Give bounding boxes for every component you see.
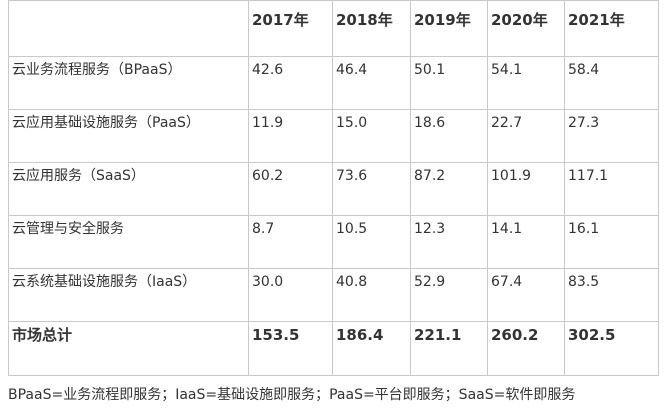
table-cell: 27.3 <box>564 109 659 163</box>
header-cell-year: 2018年 <box>332 0 411 57</box>
cloud-market-table: 2017年 2018年 2019年 2020年 2021年 云业务流程服务（BP… <box>8 0 659 376</box>
row-label: 云系统基础设施服务（IaaS） <box>8 268 249 322</box>
table-cell: 46.4 <box>332 56 411 110</box>
table-cell: 11.9 <box>248 109 333 163</box>
total-cell: 302.5 <box>564 321 659 376</box>
table-cell: 58.4 <box>564 56 659 110</box>
table-cell: 10.5 <box>332 215 411 269</box>
table-cell: 18.6 <box>410 109 488 163</box>
table-row: 云系统基础设施服务（IaaS） 30.0 40.8 52.9 67.4 83.5 <box>8 268 659 322</box>
table-cell: 22.7 <box>487 109 565 163</box>
table-row: 云管理与安全服务 8.7 10.5 12.3 14.1 16.1 <box>8 215 659 269</box>
table-cell: 73.6 <box>332 162 411 216</box>
table-row: 云应用基础设施服务（PaaS） 11.9 15.0 18.6 22.7 27.3 <box>8 109 659 163</box>
total-cell: 260.2 <box>487 321 565 376</box>
table-row: 云应用服务（SaaS） 60.2 73.6 87.2 101.9 117.1 <box>8 162 659 216</box>
header-cell-blank <box>8 0 249 57</box>
table-cell: 12.3 <box>410 215 488 269</box>
table-cell: 40.8 <box>332 268 411 322</box>
table-cell: 16.1 <box>564 215 659 269</box>
table-cell: 14.1 <box>487 215 565 269</box>
table-cell: 42.6 <box>248 56 333 110</box>
table-cell: 83.5 <box>564 268 659 322</box>
table-row: 云业务流程服务（BPaaS） 42.6 46.4 50.1 54.1 58.4 <box>8 56 659 110</box>
row-label: 云应用服务（SaaS） <box>8 162 249 216</box>
table-cell: 117.1 <box>564 162 659 216</box>
header-cell-year: 2021年 <box>564 0 659 57</box>
row-label: 云业务流程服务（BPaaS） <box>8 56 249 110</box>
total-cell: 221.1 <box>410 321 488 376</box>
table-cell: 50.1 <box>410 56 488 110</box>
table-cell: 60.2 <box>248 162 333 216</box>
table-cell: 52.9 <box>410 268 488 322</box>
footnote: BPaaS=业务流程即服务；IaaS=基础设施即服务；PaaS=平台即服务；Sa… <box>8 387 576 403</box>
total-cell: 153.5 <box>248 321 333 376</box>
table-cell: 8.7 <box>248 215 333 269</box>
table-cell: 54.1 <box>487 56 565 110</box>
market-table-container: 2017年 2018年 2019年 2020年 2021年 云业务流程服务（BP… <box>8 0 659 376</box>
table-total-row: 市场总计 153.5 186.4 221.1 260.2 302.5 <box>8 321 659 376</box>
table-cell: 101.9 <box>487 162 565 216</box>
total-label: 市场总计 <box>8 321 249 376</box>
table-cell: 15.0 <box>332 109 411 163</box>
total-cell: 186.4 <box>332 321 411 376</box>
row-label: 云管理与安全服务 <box>8 215 249 269</box>
table-cell: 87.2 <box>410 162 488 216</box>
table-cell: 67.4 <box>487 268 565 322</box>
table-cell: 30.0 <box>248 268 333 322</box>
header-cell-year: 2019年 <box>410 0 488 57</box>
table-header-row: 2017年 2018年 2019年 2020年 2021年 <box>8 0 659 57</box>
header-cell-year: 2020年 <box>487 0 565 57</box>
row-label: 云应用基础设施服务（PaaS） <box>8 109 249 163</box>
header-cell-year: 2017年 <box>248 0 333 57</box>
